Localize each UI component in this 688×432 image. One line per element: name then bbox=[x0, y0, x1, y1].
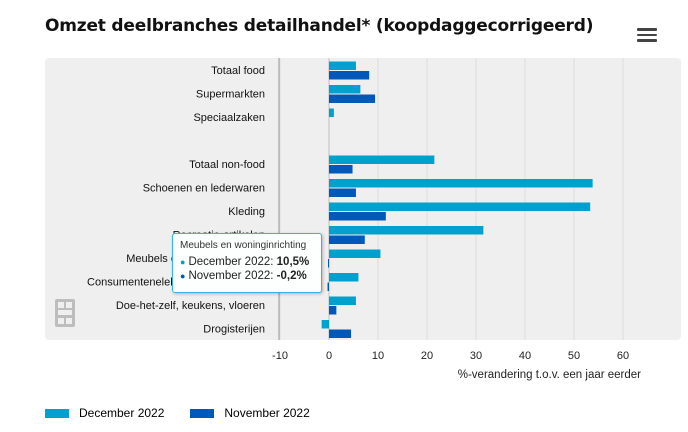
bar[interactable] bbox=[329, 108, 334, 118]
category-label: Schoenen en lederwaren bbox=[143, 183, 265, 195]
bar[interactable] bbox=[329, 188, 356, 198]
bar[interactable] bbox=[329, 226, 484, 235]
tooltip: Meubels en woninginrichting ● December 20… bbox=[172, 233, 322, 293]
category-label: Drogisterijen bbox=[203, 324, 265, 336]
x-tick-label: 10 bbox=[372, 350, 384, 362]
tooltip-row-label: December 2022: bbox=[188, 256, 277, 268]
legend-label: November 2022 bbox=[224, 406, 310, 420]
bullet-icon: ● bbox=[180, 257, 186, 267]
bar[interactable] bbox=[329, 179, 593, 188]
bar[interactable] bbox=[329, 71, 370, 80]
tooltip-row-value: 10,5% bbox=[276, 256, 310, 268]
bar[interactable] bbox=[327, 282, 329, 292]
legend-item-november[interactable]: November 2022 bbox=[190, 406, 310, 420]
tooltip-row-november: ● November 2022: -0,2% bbox=[180, 270, 314, 282]
legend-swatch bbox=[45, 408, 69, 418]
legend-label: December 2022 bbox=[79, 406, 165, 420]
bar[interactable] bbox=[329, 235, 365, 245]
bar[interactable] bbox=[329, 165, 353, 174]
chart-title: Omzet deelbranches detailhandel* (koopda… bbox=[45, 16, 594, 36]
bar[interactable] bbox=[321, 320, 329, 329]
legend-swatch bbox=[190, 408, 215, 418]
category-label: Kleding bbox=[228, 206, 265, 218]
x-tick-labels: -10 0 10 20 30 40 50 60 bbox=[272, 350, 629, 362]
x-tick-label: 40 bbox=[519, 350, 531, 362]
bar[interactable] bbox=[329, 296, 356, 306]
tooltip-row-december: ● December 2022: 10,5% bbox=[180, 256, 314, 268]
bar[interactable] bbox=[329, 94, 376, 104]
legend-item-december[interactable]: December 2022 bbox=[45, 406, 164, 420]
bar[interactable] bbox=[329, 329, 352, 339]
hamburger-menu-icon[interactable] bbox=[637, 28, 657, 44]
x-tick-label: 50 bbox=[568, 350, 580, 362]
bars[interactable] bbox=[321, 61, 593, 339]
category-label: Doe-het-zelf, keukens, vloeren bbox=[116, 300, 265, 312]
bar[interactable] bbox=[329, 273, 359, 282]
bar[interactable] bbox=[329, 202, 591, 212]
x-tick-label: -10 bbox=[272, 350, 288, 362]
cbs-logo-icon bbox=[55, 299, 75, 327]
grid-lines bbox=[278, 58, 624, 340]
x-tick-label: 20 bbox=[421, 350, 433, 362]
bar[interactable] bbox=[329, 249, 381, 259]
bar[interactable] bbox=[328, 259, 330, 268]
bar[interactable] bbox=[329, 212, 386, 221]
bar[interactable] bbox=[329, 85, 361, 94]
legend: December 2022 November 2022 bbox=[45, 406, 310, 420]
tooltip-row-label: November 2022: bbox=[188, 270, 277, 282]
category-label: Totaal non-food bbox=[189, 159, 265, 171]
bullet-icon: ● bbox=[180, 271, 186, 281]
category-label: Totaal food bbox=[211, 65, 265, 77]
tooltip-title: Meubels en woninginrichting bbox=[180, 240, 307, 251]
x-tick-label: 30 bbox=[470, 350, 482, 362]
x-axis-label: %-verandering t.o.v. een jaar eerder bbox=[458, 369, 641, 381]
category-label: Speciaalzaken bbox=[193, 112, 265, 124]
tooltip-row-value: -0,2% bbox=[276, 270, 307, 282]
bar[interactable] bbox=[329, 61, 356, 71]
bar[interactable] bbox=[329, 306, 337, 315]
x-tick-label: 0 bbox=[326, 350, 332, 362]
x-tick-label: 60 bbox=[617, 350, 629, 362]
category-label: Supermarkten bbox=[196, 89, 265, 101]
bar[interactable] bbox=[329, 155, 435, 165]
